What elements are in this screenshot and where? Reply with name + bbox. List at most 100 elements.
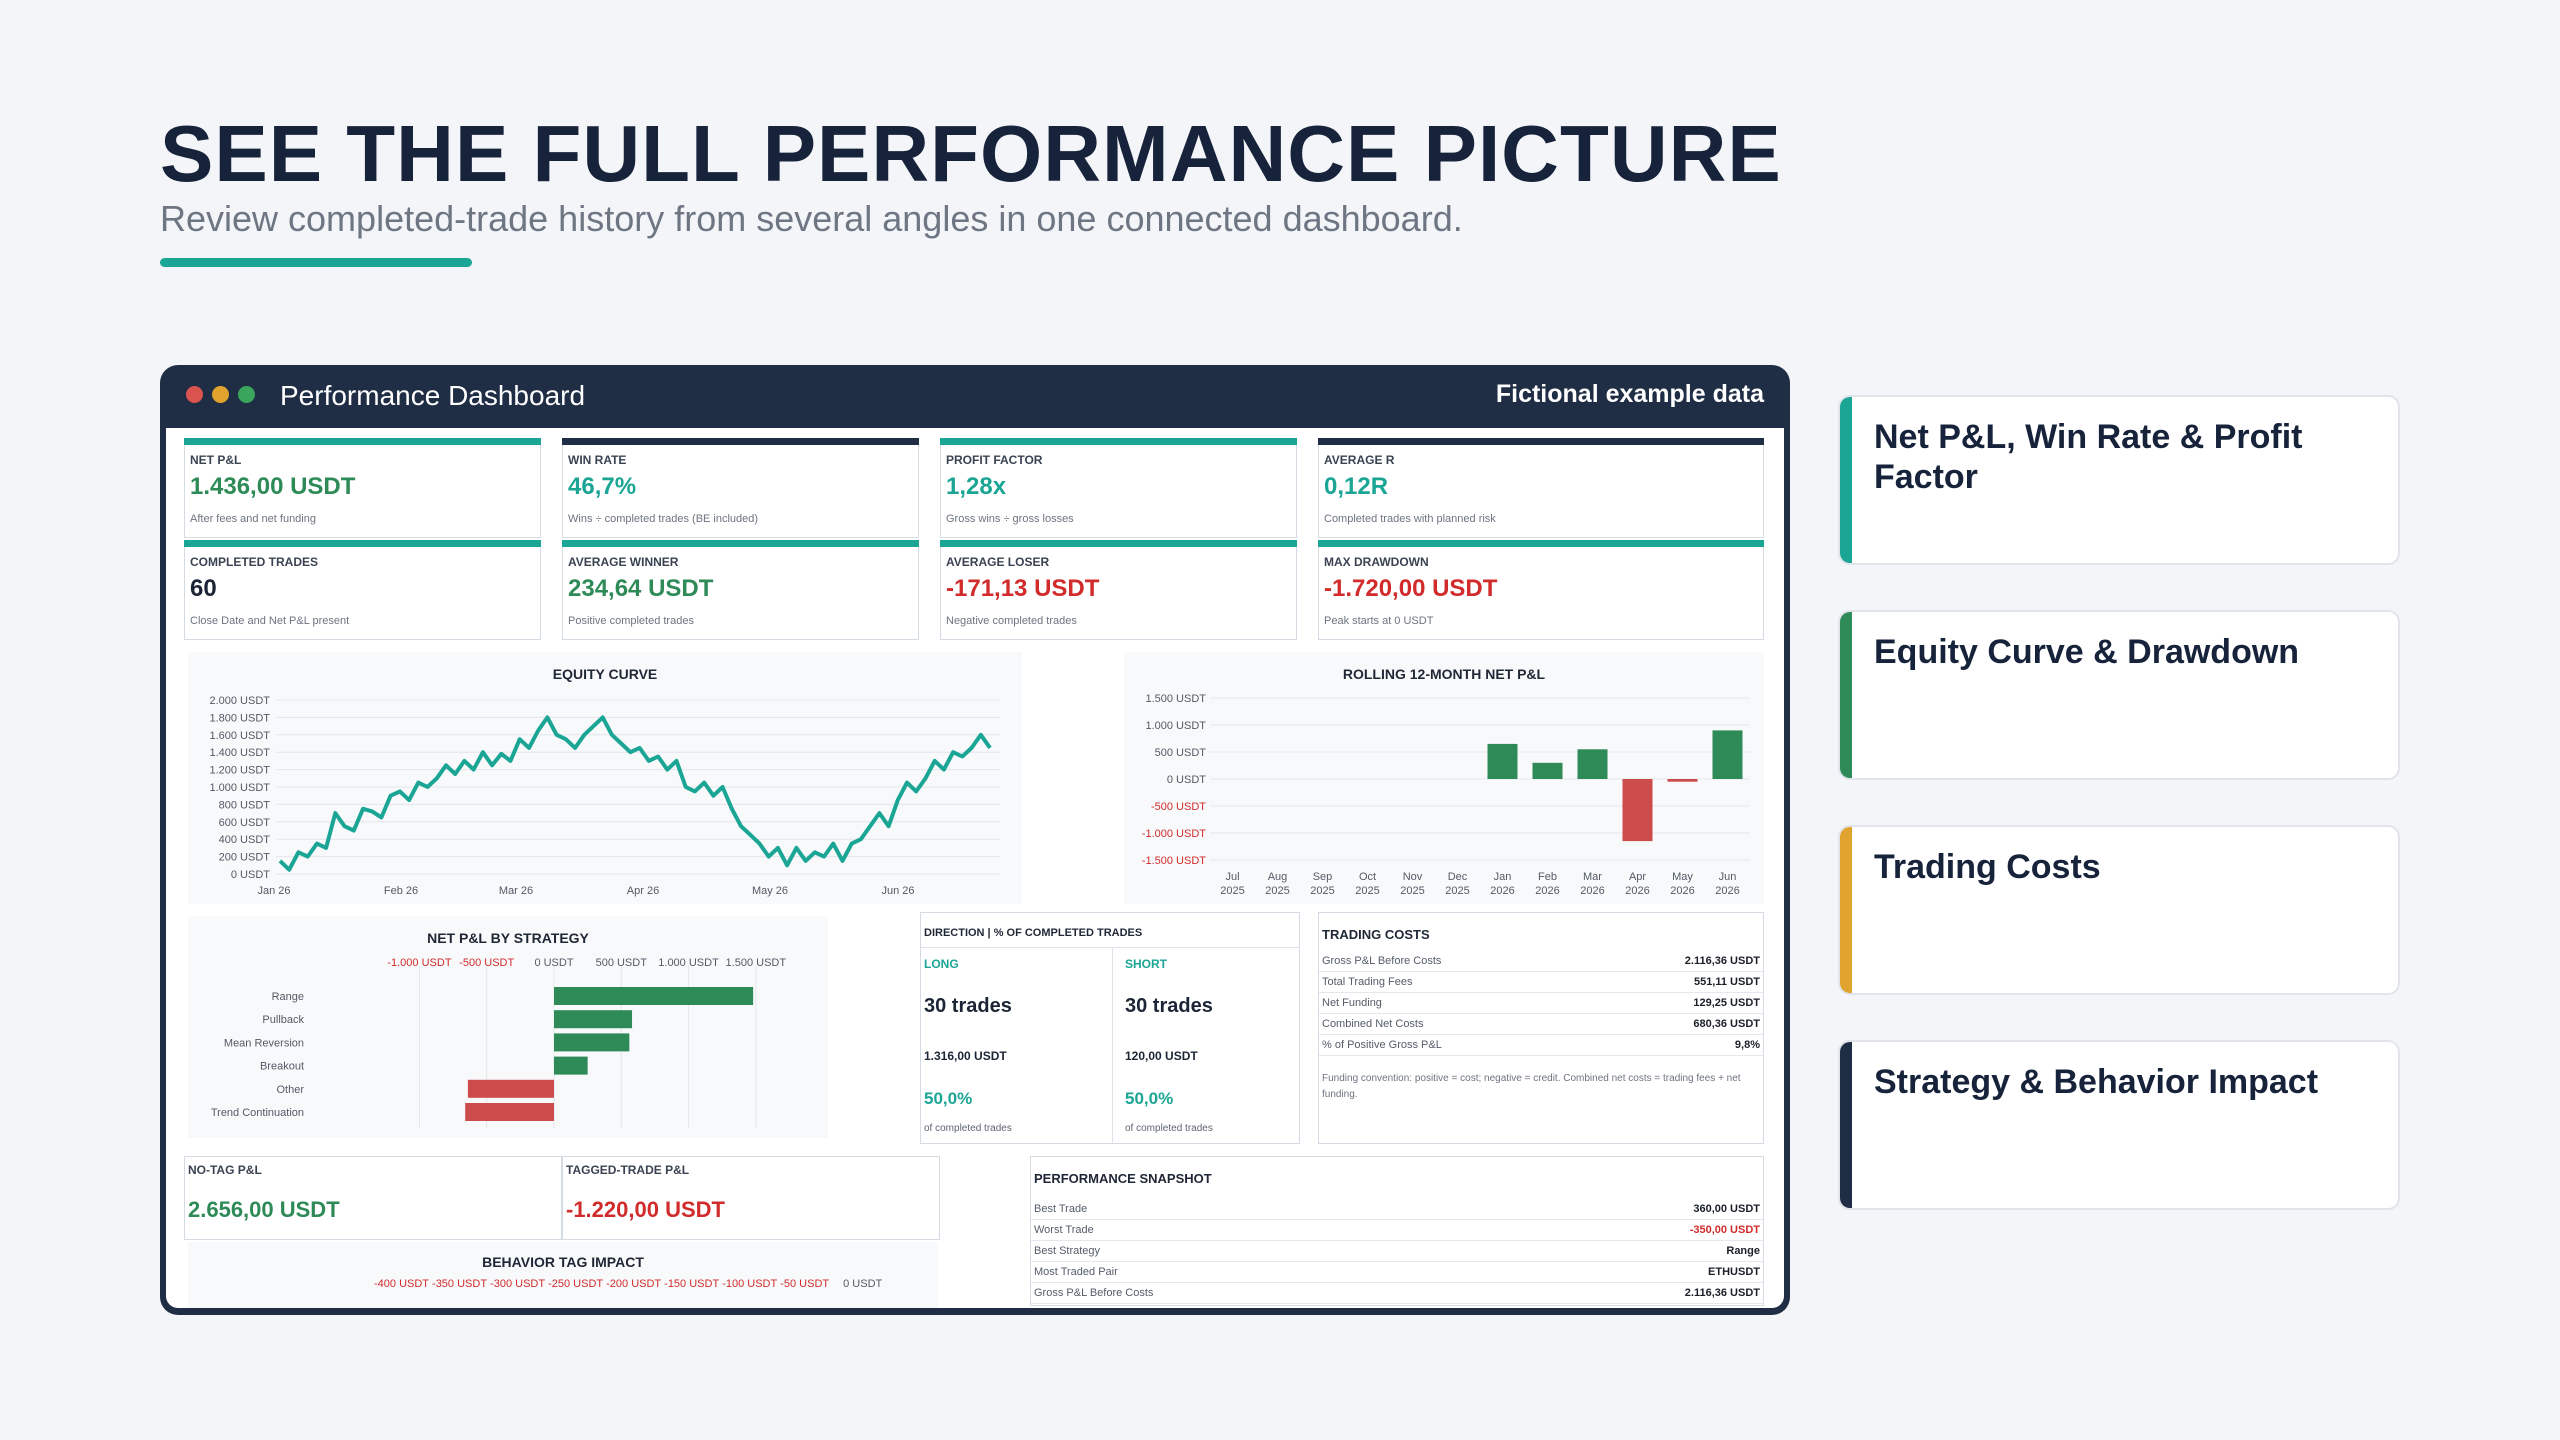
rolling-pnl-panel: ROLLING 12-MONTH NET P&L 1.500 USDT 1.000… — [1124, 652, 1764, 904]
x-tick-label: 2026 — [1490, 885, 1514, 897]
y-tick-label: 500 USDT — [1155, 747, 1207, 759]
kpi-card: PROFIT FACTOR 1,28x Gross wins ÷ gross los… — [940, 438, 1297, 538]
cost-row-label: % of Positive Gross P&L — [1322, 1039, 1442, 1051]
y-tick-label: -1.500 USDT — [1142, 855, 1206, 867]
dashboard-screen: NET P&L 1.436,00 USDT After fees and net f… — [166, 428, 1784, 1308]
short-trades: 30 trades — [1125, 995, 1213, 1017]
cost-row: Gross P&L Before Costs 2.116,36 USDT — [1319, 951, 1763, 972]
tagged-value: -1.220,00 USDT — [566, 1197, 725, 1222]
card-accent — [1840, 612, 1852, 778]
snapshot-row-label: Worst Trade — [1034, 1224, 1094, 1236]
x-tick-label: Feb 26 — [384, 885, 418, 897]
kpi-card: COMPLETED TRADES 60 Close Date and Net P&L… — [184, 540, 541, 640]
x-tick-label: 0 USDT — [534, 957, 573, 969]
y-tick-label: 800 USDT — [219, 799, 271, 811]
hero-underline — [160, 258, 472, 267]
kpi-label: MAX DRAWDOWN — [1324, 555, 1429, 569]
y-tick-label: 0 USDT — [1167, 774, 1206, 786]
y-tick-label: 1.800 USDT — [209, 712, 270, 724]
cost-row: Net Funding 129,25 USDT — [1319, 993, 1763, 1014]
x-tick-label: 1.000 USDT — [658, 957, 719, 969]
cost-row-value: 680,36 USDT — [1693, 1018, 1760, 1030]
equity-curve-title: EQUITY CURVE — [552, 666, 658, 682]
no-tag-pnl-card: NO-TAG P&L 2.656,00 USDT — [184, 1156, 562, 1240]
y-tick-label: Mean Reversion — [224, 1037, 304, 1049]
snapshot-row: Gross P&L Before Costs 2.116,36 USDT — [1031, 1283, 1763, 1304]
x-tick-label: -500 USDT — [459, 957, 514, 969]
feature-card-label: Trading Costs — [1874, 848, 2101, 886]
kpi-bar — [940, 438, 1297, 445]
kpi-bar — [562, 540, 919, 547]
kpi-label: PROFIT FACTOR — [946, 453, 1043, 467]
x-tick-label: 2025 — [1400, 885, 1424, 897]
cost-row: Combined Net Costs 680,36 USDT — [1319, 1014, 1763, 1035]
kpi-note: Close Date and Net P&L present — [190, 615, 350, 627]
short-pnl: 120,00 USDT — [1125, 1049, 1198, 1063]
x-tick-label: -150 USDT — [664, 1278, 720, 1290]
kpi-card: AVERAGE WINNER 234,64 USDT Positive comple… — [562, 540, 919, 640]
strategy-panel: NET P&L BY STRATEGY -1.000 USDT -500 USDT… — [188, 916, 828, 1138]
kpi-label: COMPLETED TRADES — [190, 555, 319, 569]
kpi-value: 234,64 USDT — [568, 575, 714, 602]
minimize-dot-icon[interactable] — [212, 386, 229, 403]
long-pnl: 1.316,00 USDT — [924, 1049, 1007, 1063]
snapshot-row-label: Best Strategy — [1034, 1245, 1101, 1257]
tagged-pnl-card: TAGGED-TRADE P&L -1.220,00 USDT — [562, 1156, 940, 1240]
bar — [1487, 743, 1518, 779]
kpi-bar — [184, 438, 541, 445]
card-accent — [1840, 827, 1852, 993]
performance-snapshot-panel: PERFORMANCE SNAPSHOT Best Trade 360,00 US… — [1030, 1156, 1764, 1306]
y-tick-label: Trend Continuation — [211, 1107, 304, 1119]
x-tick-label: Oct — [1359, 871, 1376, 883]
kpi-bar — [1318, 540, 1764, 547]
kpi-value: 60 — [190, 575, 217, 602]
equity-curve-panel: EQUITY CURVE 0 USDT 200 USDT 400 USDT 600 U… — [188, 652, 1022, 904]
long-label: LONG — [924, 957, 959, 971]
snapshot-row-label: Gross P&L Before Costs — [1034, 1287, 1154, 1299]
snapshot-row: Best Trade 360,00 USDT — [1031, 1199, 1763, 1220]
kpi-bar — [940, 540, 1297, 547]
long-note: of completed trades — [924, 1123, 1012, 1134]
kpi-card: AVERAGE R 0,12R Completed trades with plan… — [1318, 438, 1764, 538]
kpi-label: AVERAGE R — [1324, 453, 1395, 467]
x-tick-label: Feb — [1538, 871, 1557, 883]
y-tick-label: Other — [276, 1084, 304, 1096]
hero-subtitle: Review completed-trade history from seve… — [160, 198, 1463, 239]
x-tick-label: Sep — [1313, 871, 1333, 883]
hero-title: SEE THE FULL PERFORMANCE PICTURE — [160, 109, 1782, 198]
snapshot-row-value: 360,00 USDT — [1693, 1203, 1760, 1215]
kpi-value: -171,13 USDT — [946, 575, 1100, 602]
snapshot-row: Most Traded Pair ETHUSDT — [1031, 1262, 1763, 1283]
cost-row-label: Total Trading Fees — [1322, 976, 1413, 988]
maximize-dot-icon[interactable] — [238, 386, 255, 403]
bar — [467, 1079, 554, 1098]
x-tick-label: Apr — [1629, 871, 1646, 883]
y-tick-label: 2.000 USDT — [209, 695, 270, 707]
y-tick-label: Range — [272, 991, 304, 1003]
y-tick-label: 1.400 USDT — [209, 747, 270, 759]
kpi-label: AVERAGE LOSER — [946, 555, 1050, 569]
y-tick-label: 1.600 USDT — [209, 730, 270, 742]
cost-row-label: Net Funding — [1322, 997, 1382, 1009]
cost-row-label: Combined Net Costs — [1322, 1018, 1424, 1030]
fictional-data-badge: Fictional example data — [1495, 380, 1764, 408]
kpi-note: Negative completed trades — [946, 615, 1077, 627]
y-tick-label: Breakout — [260, 1061, 304, 1073]
y-tick-label: 1.000 USDT — [209, 782, 270, 794]
kpi-note: Peak starts at 0 USDT — [1324, 615, 1434, 627]
kpi-value: 0,12R — [1324, 473, 1389, 500]
long-pct: 50,0% — [924, 1089, 973, 1108]
bar — [1577, 749, 1608, 779]
equity-line — [278, 715, 992, 872]
x-tick-label: 2025 — [1355, 885, 1379, 897]
x-tick-label: 2025 — [1220, 885, 1244, 897]
cost-row: % of Positive Gross P&L 9,8% — [1319, 1035, 1763, 1056]
close-dot-icon[interactable] — [186, 386, 203, 403]
kpi-card: AVERAGE LOSER -171,13 USDT Negative comple… — [940, 540, 1297, 640]
x-tick-label: 2026 — [1625, 885, 1649, 897]
feature-card: Trading Costs — [1838, 825, 2400, 995]
bar — [1667, 779, 1698, 782]
kpi-note: Wins ÷ completed trades (BE included) — [568, 513, 759, 525]
x-tick-label: May — [1672, 871, 1693, 883]
x-tick-label: Nov — [1403, 871, 1423, 883]
